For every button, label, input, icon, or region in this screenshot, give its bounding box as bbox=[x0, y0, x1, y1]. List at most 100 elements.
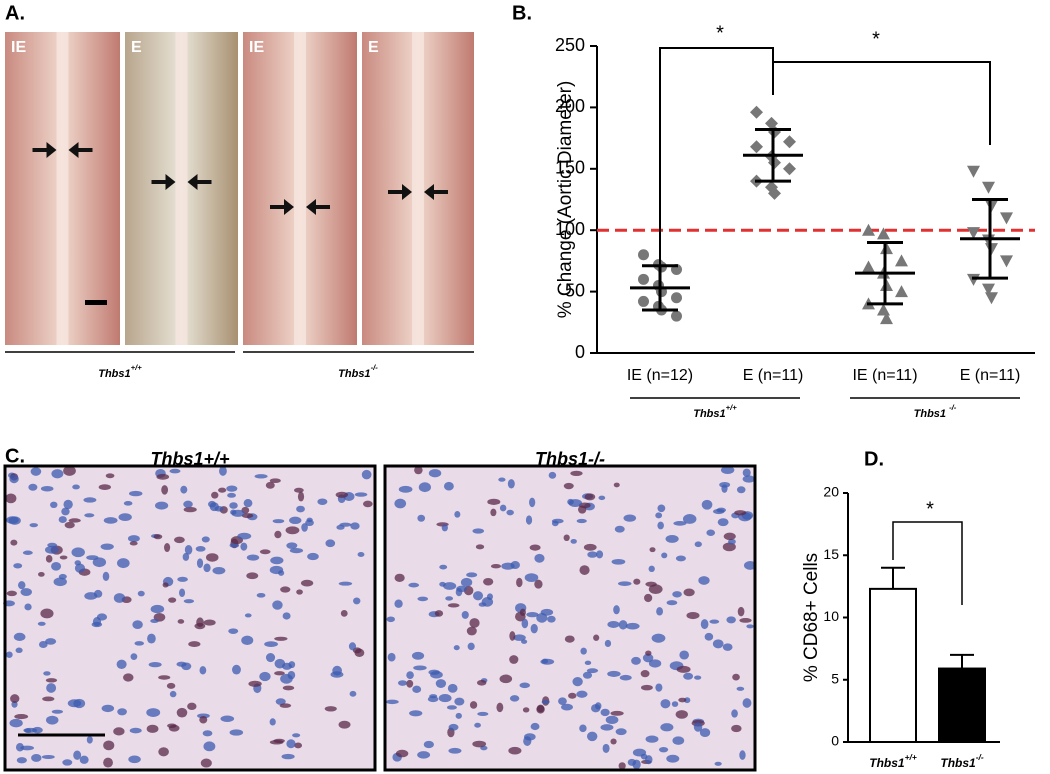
cell bbox=[483, 577, 494, 586]
cell bbox=[100, 543, 114, 550]
cell bbox=[698, 576, 710, 585]
cell bbox=[269, 478, 281, 484]
cell bbox=[71, 547, 85, 558]
cell bbox=[169, 468, 181, 474]
cell bbox=[395, 749, 409, 758]
cell bbox=[330, 671, 344, 678]
cell bbox=[454, 697, 465, 706]
histology bbox=[5, 466, 375, 770]
panel-label: D. bbox=[864, 448, 884, 470]
cell bbox=[117, 708, 127, 716]
cell bbox=[742, 475, 756, 483]
cell bbox=[640, 753, 648, 760]
cell bbox=[709, 619, 720, 624]
cell bbox=[586, 731, 598, 742]
photo-label: IE bbox=[11, 39, 26, 56]
cell bbox=[701, 499, 713, 510]
data-point bbox=[967, 227, 980, 240]
cell bbox=[137, 590, 145, 597]
cell bbox=[259, 549, 271, 555]
arrow bbox=[151, 174, 176, 190]
cell bbox=[40, 608, 54, 619]
cell bbox=[454, 511, 461, 518]
data-point bbox=[1000, 212, 1013, 225]
y-tick-label: 10 bbox=[823, 608, 839, 624]
cell bbox=[613, 482, 620, 488]
cell bbox=[428, 669, 440, 675]
cell bbox=[728, 538, 736, 545]
cell bbox=[672, 591, 682, 598]
cell bbox=[244, 613, 252, 618]
cell bbox=[655, 512, 663, 519]
cell bbox=[568, 692, 577, 699]
cell bbox=[102, 571, 110, 582]
group-label: Thbs1+/+ bbox=[693, 403, 737, 420]
cell bbox=[183, 599, 195, 604]
cell bbox=[289, 548, 304, 554]
cell bbox=[51, 469, 64, 479]
cell bbox=[658, 746, 669, 753]
cell bbox=[265, 653, 276, 663]
cell bbox=[44, 545, 59, 554]
cell bbox=[243, 499, 253, 508]
data-point bbox=[862, 260, 875, 273]
cell bbox=[660, 723, 674, 732]
cell bbox=[428, 469, 442, 478]
cell bbox=[274, 671, 285, 676]
cell bbox=[455, 712, 462, 719]
cell bbox=[682, 514, 697, 524]
cell bbox=[338, 720, 351, 729]
cell bbox=[294, 487, 304, 493]
cell bbox=[296, 505, 305, 513]
group-label-sup: +/+ bbox=[131, 363, 143, 372]
cell bbox=[153, 534, 163, 540]
cell bbox=[169, 690, 177, 698]
cell bbox=[676, 665, 691, 673]
cell bbox=[58, 516, 67, 524]
cell bbox=[246, 554, 260, 561]
cell bbox=[438, 694, 452, 703]
aorta bbox=[412, 32, 424, 345]
cell bbox=[279, 703, 292, 708]
cell bbox=[196, 617, 204, 628]
data-point bbox=[750, 105, 763, 119]
cell bbox=[240, 542, 248, 551]
cell bbox=[394, 599, 403, 608]
cell bbox=[203, 741, 216, 752]
cell bbox=[618, 762, 626, 770]
cell bbox=[409, 710, 423, 717]
cell bbox=[79, 755, 89, 764]
cell bbox=[587, 551, 598, 558]
cell bbox=[704, 632, 714, 641]
cell bbox=[529, 544, 541, 551]
cell bbox=[524, 573, 539, 583]
cell bbox=[219, 466, 227, 476]
cell bbox=[472, 528, 485, 534]
data-point bbox=[671, 292, 682, 304]
cell bbox=[212, 566, 226, 575]
cell bbox=[645, 735, 659, 743]
cell bbox=[92, 616, 102, 627]
cell bbox=[625, 622, 640, 630]
cell bbox=[278, 570, 285, 576]
cell bbox=[15, 647, 23, 654]
cell bbox=[259, 671, 271, 682]
cell bbox=[564, 635, 575, 643]
cell bbox=[570, 470, 583, 476]
cell bbox=[13, 563, 23, 569]
frame bbox=[383, 464, 757, 772]
cell bbox=[228, 628, 239, 635]
cell bbox=[648, 565, 655, 573]
cell bbox=[30, 467, 42, 476]
cell bbox=[45, 555, 53, 563]
cell bbox=[447, 603, 460, 608]
x-tick-label: Thbs1+/+ bbox=[869, 752, 917, 770]
cell bbox=[466, 626, 477, 636]
cell bbox=[72, 484, 80, 490]
group-label: Thbs1-/- bbox=[338, 363, 378, 380]
error-bar bbox=[972, 198, 1008, 280]
cell bbox=[241, 635, 254, 646]
cell bbox=[580, 647, 587, 655]
cell bbox=[678, 697, 687, 703]
